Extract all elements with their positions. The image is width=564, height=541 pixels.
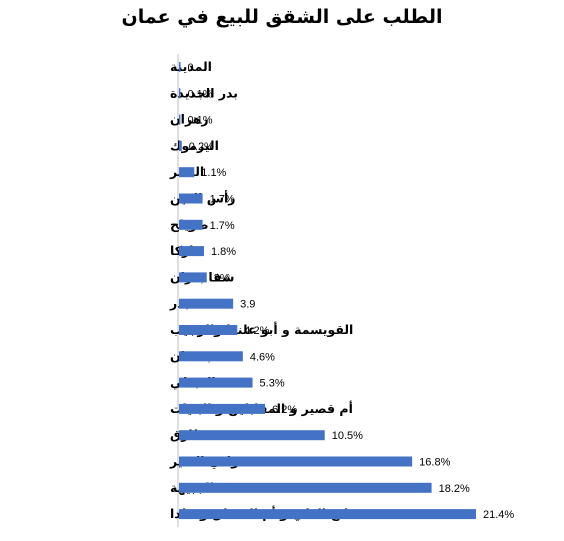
bar [179,482,432,493]
data-label: 2% [214,272,230,284]
bar [179,351,243,362]
bar [179,272,207,283]
bar [179,140,182,151]
data-label: 1.7% [210,220,235,232]
data-label: 21.4% [483,509,514,521]
bar [179,377,253,388]
bar [179,167,195,178]
data-label: 18.2% [439,483,470,495]
data-label: 0.1% [188,88,213,100]
chart-title: الطلب على الشقق للبيع في عمان [121,6,443,28]
data-label: 10.5% [332,430,363,442]
data-label: 1.8% [211,246,236,258]
data-label: 0 [188,62,194,74]
bar [179,325,238,335]
bar [179,456,413,467]
bar [179,246,204,257]
data-label: 4.2% [244,325,269,337]
data-label: 4.6% [250,351,275,363]
data-label: 1.7% [210,194,235,206]
bar [179,509,476,520]
bar [179,88,181,99]
bar [179,403,266,414]
bar [179,193,203,204]
bar [179,62,181,72]
data-label: 0.1% [188,115,213,127]
data-label: 5.3% [260,378,285,390]
category-label: اليرموك [170,138,219,153]
bar [179,219,203,230]
data-label: 3.9 [240,299,255,311]
bar [179,430,325,441]
data-label: 1.1% [201,167,226,179]
bar [179,114,181,125]
data-label: 16.8% [419,457,450,469]
data-label: 0.2% [189,141,214,153]
category-label: بدر الجديدة [170,85,238,100]
bar [179,298,234,309]
data-label: 6.2% [272,404,297,416]
